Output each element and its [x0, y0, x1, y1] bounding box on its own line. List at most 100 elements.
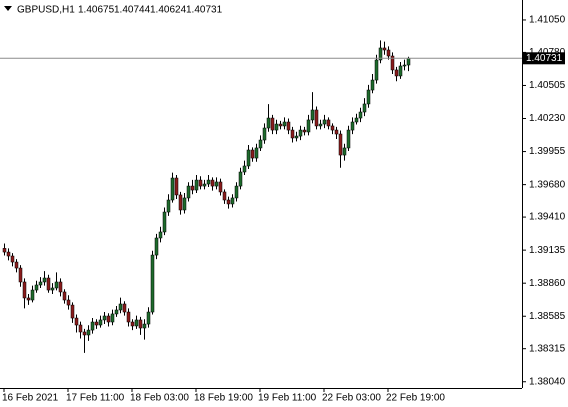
y-tick-label: 1.40505 — [529, 80, 566, 91]
y-tick-label: 1.39135 — [529, 245, 566, 256]
candle-body — [70, 304, 75, 319]
y-tick-label: 1.38585 — [529, 311, 566, 322]
candle-body — [182, 197, 187, 211]
candle-body — [326, 119, 331, 127]
candle-body — [86, 329, 91, 336]
candle-body — [234, 185, 239, 199]
candle-body — [78, 324, 83, 333]
y-tick-label: 1.38860 — [529, 278, 566, 289]
candle-body — [126, 311, 131, 323]
candle-body — [194, 179, 199, 191]
current-price-label: 1.40731 — [526, 53, 563, 64]
current-price-box — [523, 52, 565, 65]
candle-body — [170, 177, 175, 201]
candle-body — [50, 287, 55, 291]
candle-body — [342, 147, 347, 156]
candle-body — [302, 129, 307, 133]
candle-body — [102, 315, 107, 321]
x-tick-label: 22 Feb 19:00 — [386, 393, 445, 404]
candle-body — [370, 79, 375, 91]
candle-body — [298, 129, 303, 137]
header-high: 1.40744 — [114, 5, 151, 16]
candle-body — [22, 281, 27, 299]
x-tick-label: 18 Feb 19:00 — [194, 393, 253, 404]
candle-body — [62, 291, 67, 301]
candle-body — [338, 133, 343, 156]
candle-body — [254, 147, 259, 159]
candle-body — [18, 267, 23, 283]
candle-body — [278, 123, 283, 127]
candle-body — [314, 109, 319, 127]
candle-body — [266, 117, 271, 129]
candle-body — [42, 277, 47, 283]
candle-body — [322, 119, 327, 125]
candle-body — [226, 199, 231, 205]
candle-body — [318, 123, 323, 127]
header-low: 1.40624 — [150, 5, 187, 16]
candle-body — [178, 194, 183, 211]
y-tick-label: 1.39955 — [529, 146, 566, 157]
candle-body — [82, 331, 87, 336]
candle-body — [38, 281, 43, 286]
candle-body — [2, 248, 7, 253]
candle-body — [46, 277, 51, 291]
y-tick-label: 1.39410 — [529, 212, 566, 223]
candle-body — [350, 121, 355, 131]
candle-body — [26, 297, 31, 301]
candle-body — [282, 121, 287, 127]
candle-body — [354, 117, 359, 123]
symbol-menu-icon[interactable] — [4, 6, 12, 11]
candle-body — [306, 119, 311, 133]
candle-body — [246, 149, 251, 167]
candle-body — [214, 181, 219, 187]
candle-body — [162, 211, 167, 233]
candle-body — [382, 47, 387, 51]
candle-body — [206, 179, 211, 185]
candle-body — [262, 127, 267, 141]
candle-body — [258, 139, 263, 149]
x-tick-label: 22 Feb 03:00 — [322, 393, 381, 404]
candle-body — [54, 281, 59, 289]
candle-body — [122, 303, 127, 313]
candle-body — [90, 321, 95, 331]
candle-body — [290, 129, 295, 139]
candle-body — [14, 261, 19, 269]
candle-body — [358, 111, 363, 119]
y-tick-label: 1.41050 — [529, 15, 566, 26]
candle-body — [118, 303, 123, 311]
candle-body — [174, 177, 179, 196]
candle-body — [146, 311, 151, 325]
candle-body — [142, 323, 147, 329]
candle-body — [6, 251, 11, 257]
candle-body — [106, 315, 111, 323]
symbol-title: GBPUSD,H1 — [17, 5, 75, 16]
candle-body — [346, 129, 351, 149]
candle-body — [150, 254, 155, 313]
candle-body — [94, 321, 99, 326]
candle-body — [166, 199, 171, 213]
header-close: 1.40731 — [186, 5, 223, 16]
candle-body — [130, 321, 135, 327]
candle-body — [138, 319, 143, 329]
candle-body — [230, 197, 235, 205]
candle-body — [294, 135, 299, 139]
candle-body — [110, 313, 115, 323]
candle-body — [398, 65, 403, 77]
candle-body — [66, 299, 71, 306]
y-tick-label: 1.40230 — [529, 113, 566, 124]
candle-body — [334, 129, 339, 135]
candle-body — [30, 289, 35, 301]
x-tick-label: 19 Feb 11:00 — [258, 393, 317, 404]
candle-body — [186, 185, 191, 199]
candle-body — [134, 319, 139, 327]
candle-body — [366, 89, 371, 105]
candle-body — [242, 165, 247, 173]
y-tick-label: 1.39680 — [529, 179, 566, 190]
x-tick-label: 18 Feb 03:00 — [130, 393, 189, 404]
y-tick-label: 1.38315 — [529, 343, 566, 354]
candle-body — [210, 179, 215, 187]
x-tick-label: 17 Feb 11:00 — [66, 393, 125, 404]
candle-body — [238, 171, 243, 187]
